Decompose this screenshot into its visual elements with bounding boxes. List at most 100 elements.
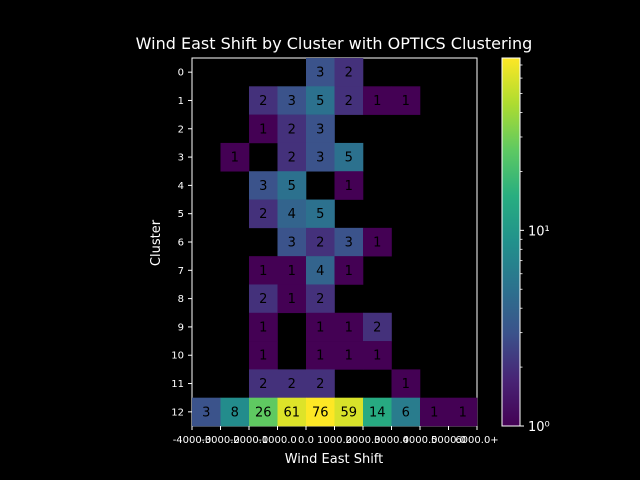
cell-value-label: 1 [288,264,296,279]
cell-value-label: 2 [316,236,324,251]
heatmap-cell [220,397,250,427]
heatmap-cell [277,227,307,257]
heatmap-cell [249,171,278,200]
cell-value-label: 1 [231,151,239,166]
heatmap-cell [306,114,335,144]
cell-value-label: 1 [259,349,267,364]
heatmap-cell [334,142,364,172]
cell-value-label: 2 [288,122,296,137]
heatmap-cell [334,171,364,200]
cell-value-label: 3 [316,66,324,81]
heatmap-cell [334,256,364,285]
cell-value-label: 2 [373,320,381,335]
y-tick-label: 4 [178,181,184,192]
cell-value-label: 3 [288,236,296,251]
cell-value-label: 1 [316,349,324,364]
cell-value-label: 5 [316,94,324,109]
x-tick-label: 2000.0 [346,435,381,446]
cell-value-label: 2 [259,377,267,392]
cell-value-label: 14 [369,405,386,420]
cell-value-label: 3 [259,179,267,194]
cell-value-label: 4 [288,207,296,222]
heatmap-cell [277,171,307,200]
cell-value-label: 2 [316,377,324,392]
x-tick-label: -1000.0 [258,435,297,446]
chart-title: Wind East Shift by Cluster with OPTICS C… [136,34,533,53]
heatmap-cell [249,369,278,398]
cell-value-label: 2 [316,292,324,307]
y-tick-label: 11 [171,379,184,390]
heatmap-cell [277,369,307,398]
heatmap-cell [306,256,335,285]
colorbar: 10⁰ 10¹ [501,57,550,435]
x-axis: -4000.0-3000.0-2000.0-1000.0 0.0 1000.0200… [173,426,499,446]
cell-value-label: 76 [312,405,329,420]
heatmap-cell [277,199,307,229]
heatmap-cell [277,256,307,285]
heatmap-cell [363,227,392,257]
cell-value-label: 5 [288,179,296,194]
cell-value-label: 1 [345,320,353,335]
x-tick-label: -4000.0 [173,435,212,446]
y-axis-label: Cluster [149,219,164,266]
heatmap-cell [391,397,421,427]
y-tick-label: 5 [178,209,184,220]
heatmap-cell [306,227,335,257]
heatmap-cell [448,397,478,427]
heatmap-cell [391,369,421,398]
cell-value-label: 1 [373,236,381,251]
cell-value-label: 3 [202,405,210,420]
cell-value-label: 5 [316,207,324,222]
heatmap-cell [306,199,335,229]
x-tick-label: 4000.0 [403,435,438,446]
cell-value-label: 1 [402,94,410,109]
x-tick-label: -2000.0 [230,435,269,446]
y-tick-label: 9 [178,322,184,333]
x-tick-label: 5000.0 [431,435,466,446]
colorbar-gradient [502,58,520,426]
y-tick-label: 12 [171,407,184,418]
cell-value-label: 1 [259,320,267,335]
cell-value-label: 61 [283,405,300,420]
heatmap-cell [277,142,307,172]
heatmap-cell [334,341,364,370]
heatmap-cells [192,58,478,427]
heatmap-cell [334,58,364,87]
cell-value-label: 2 [288,377,296,392]
heatmap-cell [306,86,335,115]
cell-value-label: 5 [345,151,353,166]
x-tick-label: 0.0 [298,435,314,446]
cell-value-label: 2 [259,94,267,109]
heatmap-cell [249,284,278,314]
heatmap-cell [192,397,221,427]
heatmap-cell [277,284,307,314]
cell-value-label: 2 [345,66,353,81]
heatmap-cell [277,86,307,115]
y-tick-label: 3 [178,153,184,164]
y-tick-label: 10 [171,351,184,362]
heatmap-cell [249,256,278,285]
heatmap-cell [334,86,364,115]
heatmap-cell [306,312,335,342]
y-tick-label: 0 [178,68,184,79]
heatmap-cell [363,341,392,370]
x-tick-label: 3000.0 [374,435,409,446]
cell-value-label: 2 [345,94,353,109]
heatmap-cell [363,86,392,115]
cell-value-label: 1 [259,264,267,279]
cell-value-label: 2 [259,207,267,222]
heatmap-cell [220,142,250,172]
heatmap-cell [277,114,307,144]
heatmap-cell [306,397,335,427]
heatmap-cell [249,312,278,342]
colorbar-tick-label: 10⁰ [528,420,550,435]
x-tick-label: 1000.0 [317,435,352,446]
y-tick-label: 8 [178,294,184,305]
y-tick-label: 2 [178,124,184,135]
cell-value-label: 1 [345,349,353,364]
cell-value-label: 2 [259,292,267,307]
heatmap-cell [249,397,278,427]
cell-value-label: 1 [316,320,324,335]
cell-value-label: 1 [345,264,353,279]
